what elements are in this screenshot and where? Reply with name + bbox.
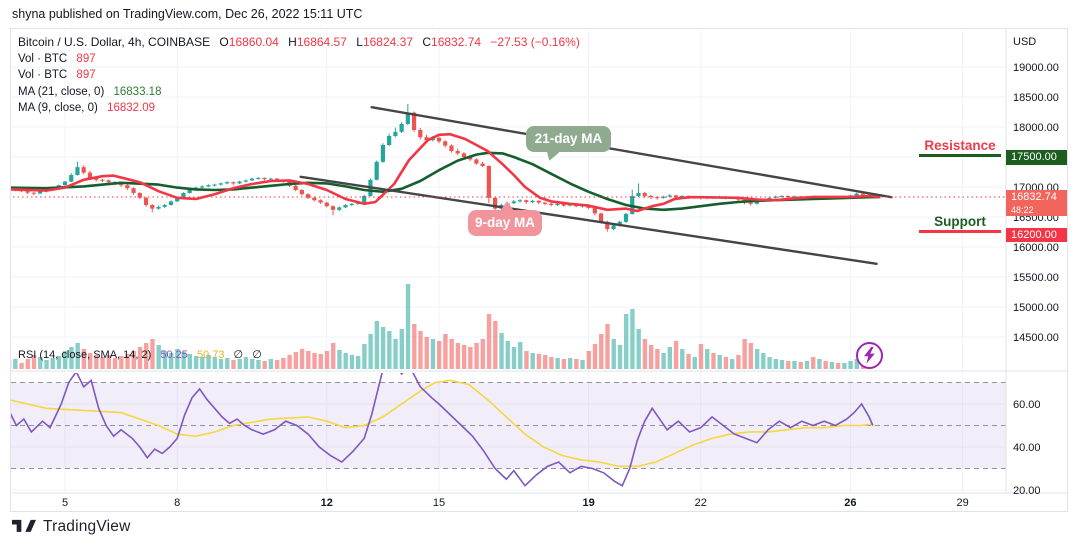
open-value: 16860.04 [228, 35, 279, 49]
ma21-label: MA (21, close, 0) [18, 85, 105, 98]
chart-legend: Bitcoin / U.S. Dollar, 4h, COINBASE O168… [18, 34, 580, 117]
ma21-legend-row: MA (21, close, 0) 16833.18 [18, 84, 580, 101]
byline: shyna published on TradingView.com, Dec … [12, 7, 363, 21]
last-price-value: 16832.74 [1011, 191, 1057, 203]
ma9-value: 16832.09 [107, 102, 156, 114]
ma21-value: 16833.18 [113, 85, 162, 98]
pane-separators [11, 29, 1067, 494]
open-label: O [219, 35, 229, 49]
bar-countdown: 48:22 [1011, 205, 1034, 215]
rsi-legend: RSI (14, close, SMA, 14, 2) 50.25 50.73 … [18, 348, 262, 361]
volume-bars[interactable] [11, 284, 872, 369]
time-tick-label: 15 [433, 497, 445, 509]
high-label: H [288, 35, 297, 49]
trend-channel[interactable] [299, 105, 893, 266]
rsi-sma-value: 50.73 [196, 349, 225, 361]
volume-legend-row: Vol · BTC 897 [18, 51, 580, 68]
ma9-legend-row: MA (9, close, 0) 16832.09 [18, 100, 580, 117]
lightning-icon [864, 347, 875, 364]
rsi-value: 50.25 [160, 349, 188, 361]
price-tick-label: 19000.00 [1013, 62, 1059, 74]
price-tick-label: 14500.00 [1013, 332, 1059, 344]
boost-button[interactable] [856, 342, 883, 369]
time-tick-label: 5 [62, 497, 68, 509]
ma21-line [11, 151, 881, 212]
support-label: Support [934, 214, 986, 229]
resistance-annotation[interactable]: Resistance [919, 138, 1001, 157]
tradingview-logo[interactable]: TradingView [12, 517, 131, 536]
price-tick-label: 15000.00 [1013, 302, 1059, 314]
time-tick-label: 22 [695, 497, 707, 509]
time-tick-label: 26 [844, 497, 856, 509]
volume-legend-row: Vol · BTC 897 [18, 67, 580, 84]
tradingview-wordmark: TradingView [43, 517, 131, 535]
price-tick-label: 16000.00 [1013, 242, 1059, 254]
high-value: 16864.57 [296, 35, 347, 49]
time-tick-label: 12 [321, 497, 333, 509]
close-label: C [422, 35, 432, 49]
time-tick-label: 29 [956, 497, 968, 509]
chart-widget[interactable]: USD 19000.00 18500.00 18000.00 17000.00 16500… [10, 28, 1068, 512]
change-value: −27.53 (−0.16%) [490, 35, 580, 49]
resistance-label: Resistance [924, 138, 996, 153]
rsi-empty-marker: ∅ [252, 349, 262, 361]
ma21-callout[interactable]: 21-day MA [526, 126, 611, 152]
time-tick-label: 19 [582, 497, 594, 509]
price-axis[interactable]: USD19000.0018500.0018000.0017000.0016500… [1013, 36, 1059, 497]
price-tick-label: 18000.00 [1013, 122, 1059, 134]
rsi-lines [11, 373, 874, 487]
support-annotation[interactable]: Support [919, 214, 1001, 233]
ma9-callout[interactable]: 9-day MA [468, 201, 542, 236]
rsi-empty-marker: ∅ [233, 349, 244, 361]
low-value: 16824.37 [362, 35, 413, 49]
low-label: L [356, 35, 363, 49]
resistance-line [919, 154, 1001, 157]
price-tick-label: 18500.00 [1013, 92, 1059, 104]
rsi-tick-label: 20.00 [1013, 485, 1041, 497]
rsi-sma-line [11, 379, 873, 468]
volume-label: Vol · BTC [18, 52, 68, 65]
rsi-tick-label: 40.00 [1013, 442, 1041, 454]
volume-value: 897 [76, 69, 96, 81]
resistance-price-tag: 17500.00 [1006, 150, 1067, 165]
symbol-legend-row: Bitcoin / U.S. Dollar, 4h, COINBASE O168… [18, 34, 580, 51]
last-price-tag: 16832.74 48:22 [1006, 190, 1067, 216]
ma9-label: MA (9, close, 0) [18, 102, 98, 114]
rsi-label: RSI (14, close, SMA, 14, 2) [18, 349, 152, 361]
close-value: 16832.74 [431, 35, 482, 49]
price-tick-label: 15500.00 [1013, 272, 1059, 284]
tradingview-mark-icon [12, 519, 36, 532]
volume-label: Vol · BTC [18, 69, 68, 81]
volume-value: 897 [76, 52, 96, 65]
support-line [919, 230, 1001, 233]
rsi-tick-label: 60.00 [1013, 399, 1041, 411]
time-tick-label: 8 [174, 497, 180, 509]
time-axis[interactable]: 5 8 12 15 19 22 26 29 [62, 497, 969, 509]
symbol-title: Bitcoin / U.S. Dollar, 4h, COINBASE [18, 35, 211, 49]
currency-label: USD [1013, 36, 1036, 48]
support-price-tag: 16200.00 [1006, 228, 1067, 242]
rsi-line [11, 373, 874, 487]
